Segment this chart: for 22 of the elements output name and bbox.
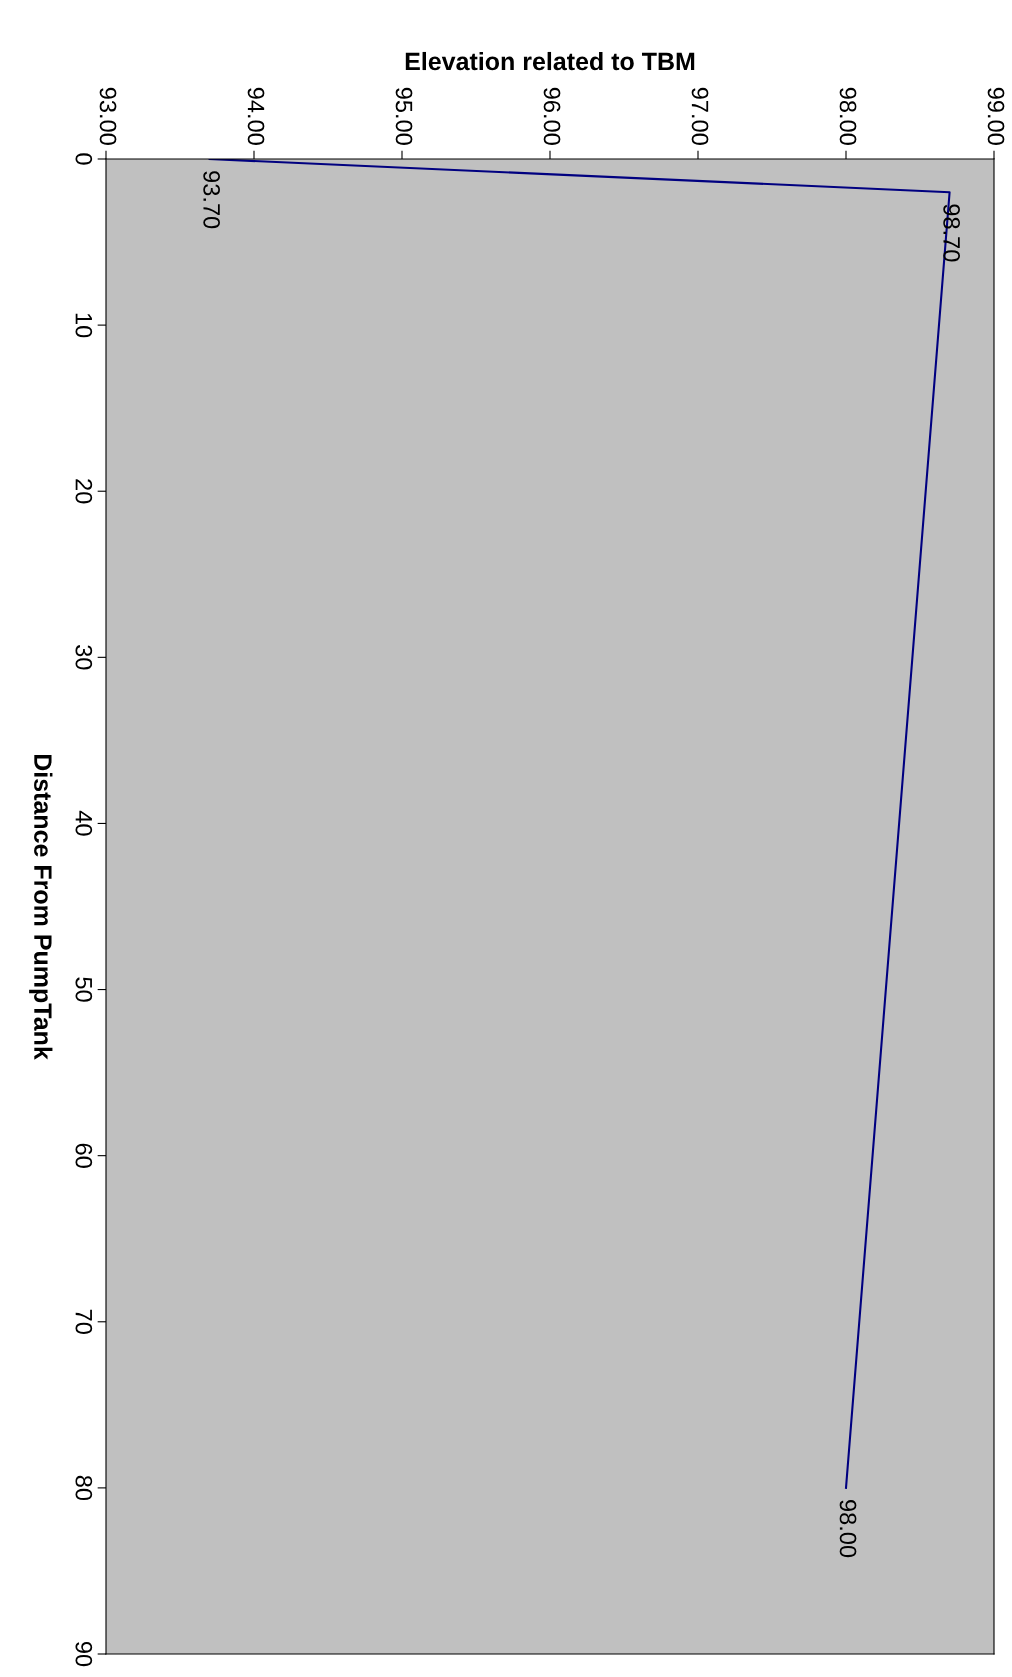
y-tick-label: 40 — [75, 810, 93, 836]
y-tick-label: 90 — [75, 1641, 93, 1667]
y-tick-label: 60 — [75, 1143, 93, 1168]
x-tick-label: 98.00 — [839, 87, 857, 145]
x-axis-title: Elevation related to TBM — [405, 51, 695, 71]
y-axis-title: Distance From PumpTank — [29, 754, 53, 1060]
x-tick-label: 97.00 — [691, 87, 709, 145]
annotation: 98.70 — [943, 204, 960, 262]
y-tick-label: 20 — [75, 479, 93, 504]
annotation: 98.00 — [839, 1500, 857, 1558]
x-tick-label: 93.00 — [99, 87, 117, 145]
x-tick-label: 99.00 — [987, 87, 1005, 145]
annotation: 93.70 — [203, 171, 220, 229]
y-tick-label: 30 — [75, 645, 93, 670]
x-tick-label: 96.00 — [543, 87, 561, 145]
y-tick-label: 70 — [75, 1309, 93, 1334]
y-tick-label: 80 — [75, 1475, 93, 1501]
y-tick-label: 10 — [75, 313, 93, 338]
y-tick-label: 50 — [75, 977, 93, 1002]
x-tick-label: 95.00 — [395, 87, 413, 145]
y-tick-label: 0 — [75, 153, 93, 165]
x-tick-label: 94.00 — [247, 87, 265, 145]
